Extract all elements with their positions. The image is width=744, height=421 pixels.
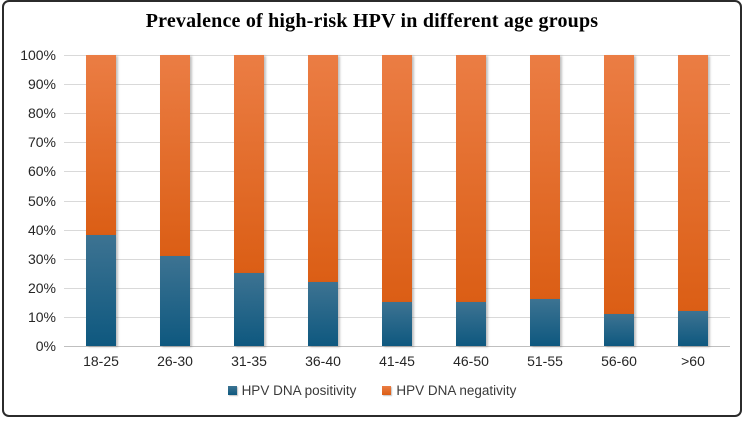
- y-axis-tick-label: 90%: [27, 76, 56, 93]
- x-axis-tick-label: 46-50: [453, 353, 489, 369]
- legend-swatch-positivity: [227, 386, 237, 395]
- legend-label-negativity: HPV DNA negativity: [396, 383, 517, 398]
- bar-4-negativity-segment: [382, 55, 412, 302]
- legend-item-negativity: HPV DNA negativity: [382, 383, 516, 398]
- bar-4-positivity-segment: [382, 302, 412, 346]
- bar-3-negativity-segment: [308, 55, 338, 282]
- x-axis-tick-label: 51-55: [527, 353, 563, 369]
- x-axis-tick-label: 36-40: [305, 353, 341, 369]
- x-axis-tick-label: 56-60: [601, 353, 637, 369]
- plot-area: [64, 55, 730, 347]
- bar-1-positivity-segment: [160, 256, 190, 346]
- y-axis-tick-label: 100%: [20, 47, 56, 63]
- legend-label-positivity: HPV DNA positivity: [241, 383, 357, 398]
- x-axis-tick-label: 18-25: [83, 353, 119, 369]
- bar-6-positivity-segment: [530, 299, 560, 346]
- bar-6-negativity-segment: [530, 55, 560, 299]
- x-axis-tick-label: >60: [681, 353, 705, 369]
- legend: HPV DNA positivity HPV DNA negativity: [4, 383, 740, 398]
- bar-8-positivity-segment: [678, 311, 708, 346]
- bar-2-negativity-segment: [234, 55, 264, 273]
- legend-item-positivity: HPV DNA positivity: [227, 383, 357, 398]
- legend-swatch-negativity: [382, 386, 392, 395]
- y-axis-tick-label: 50%: [27, 192, 56, 209]
- y-axis-tick-label: 0%: [35, 338, 56, 354]
- y-axis-tick-label: 70%: [27, 134, 56, 151]
- y-axis-tick-label: 20%: [27, 279, 56, 296]
- bar-8-negativity-segment: [678, 55, 708, 311]
- y-axis-tick-label: 80%: [27, 105, 56, 122]
- bar-1-negativity-segment: [160, 55, 190, 256]
- x-axis-tick-label: 31-35: [231, 353, 267, 369]
- bar-5-positivity-segment: [456, 302, 486, 346]
- bar-7-negativity-segment: [604, 55, 634, 314]
- y-axis-tick-label: 30%: [27, 250, 56, 267]
- bar-0-positivity-segment: [86, 235, 116, 346]
- bar-7-positivity-segment: [604, 314, 634, 346]
- x-axis-tick-label: 41-45: [379, 353, 415, 369]
- y-axis-tick-label: 10%: [27, 308, 56, 325]
- bar-5-negativity-segment: [456, 55, 486, 302]
- y-axis-tick-label: 60%: [27, 163, 56, 180]
- bar-0-negativity-segment: [86, 55, 116, 235]
- x-axis-line: [64, 346, 730, 347]
- bar-3-positivity-segment: [308, 282, 338, 346]
- y-axis-tick-label: 40%: [27, 221, 56, 238]
- bar-2-positivity-segment: [234, 273, 264, 346]
- chart-title: Prevalence of high-risk HPV in different…: [145, 10, 599, 32]
- x-axis-tick-label: 26-30: [157, 353, 193, 369]
